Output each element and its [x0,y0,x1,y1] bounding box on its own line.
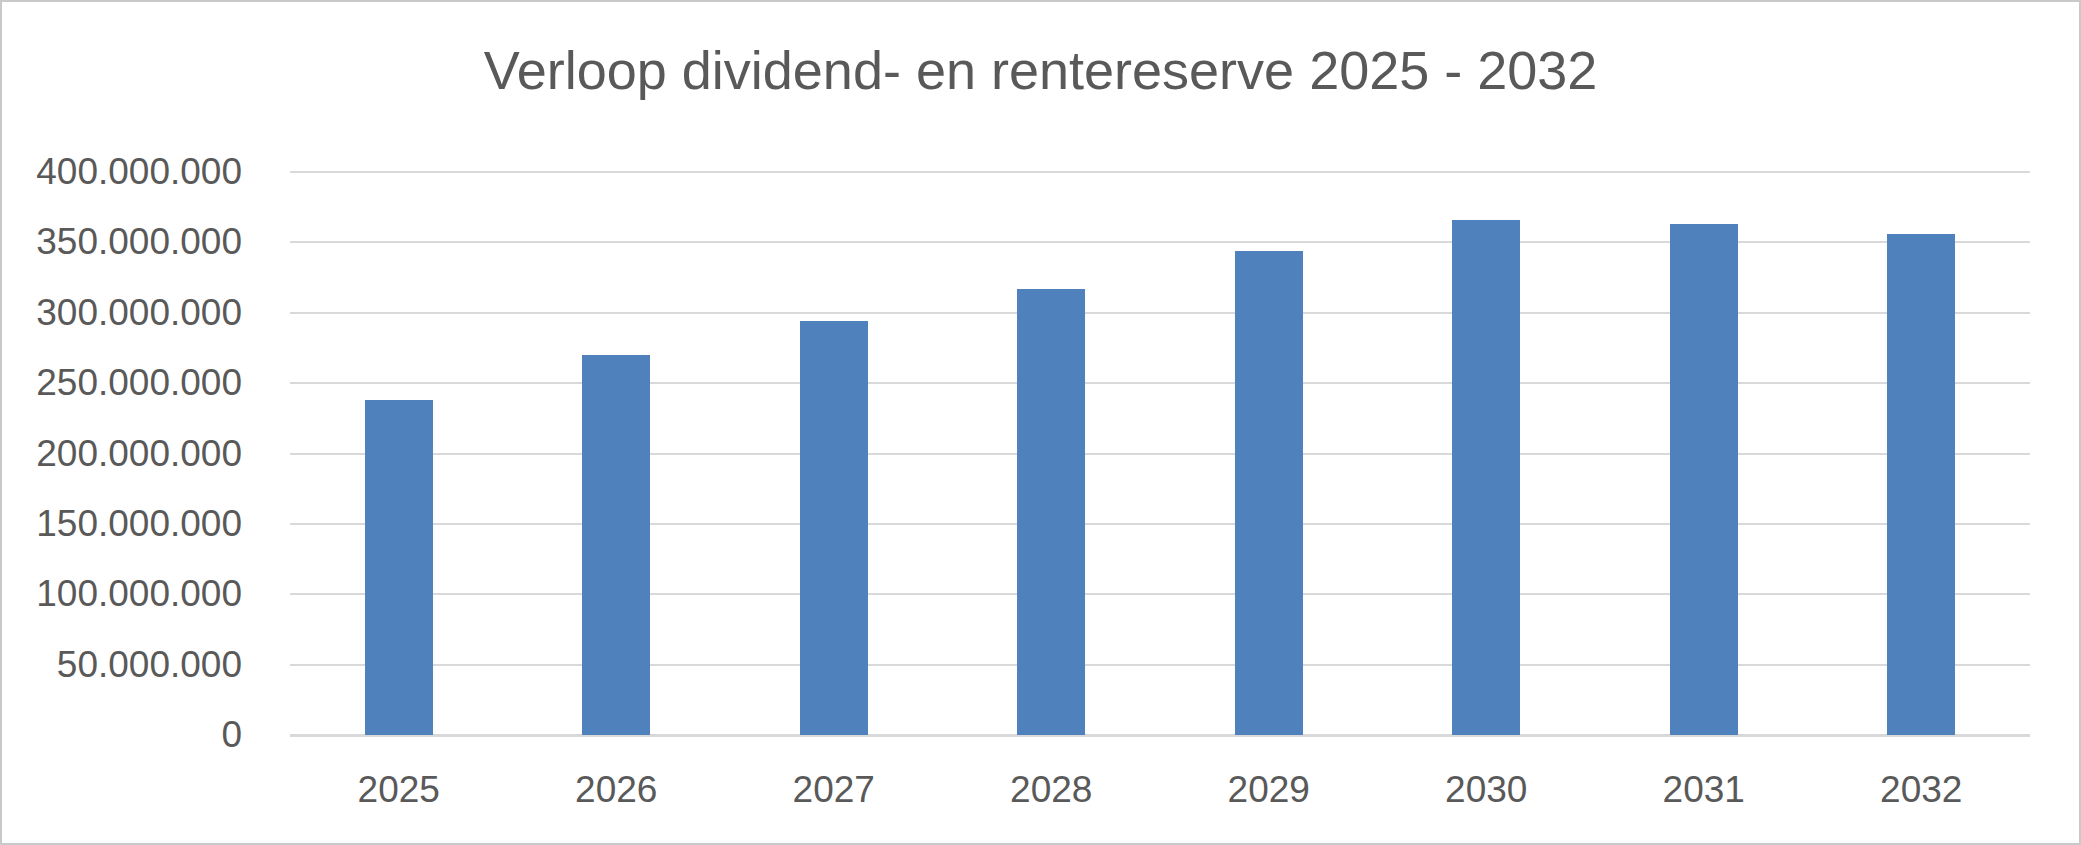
bar-2027 [800,321,868,735]
x-axis-baseline [290,734,2030,737]
x-tick-label: 2026 [508,770,726,810]
gridline [290,241,2030,243]
bar-2026 [582,355,650,735]
y-tick-label: 350.000.000 [2,221,242,263]
y-tick-label: 200.000.000 [2,433,242,475]
bar-2025 [365,400,433,735]
x-axis: 20252026202720282029203020312032 [290,770,2030,820]
x-tick-label: 2025 [290,770,508,810]
gridline [290,523,2030,525]
bar-chart-canvas: Verloop dividend- en rentereserve 2025 -… [0,0,2081,845]
bar-2028 [1017,289,1085,735]
plot-area [290,172,2030,735]
y-axis: 400.000.000 350.000.000 300.000.000 250.000… [2,2,242,845]
x-tick-label: 2031 [1595,770,1813,810]
y-tick-label: 250.000.000 [2,362,242,404]
y-tick-label: 0 [2,714,242,756]
gridline [290,453,2030,455]
x-tick-label: 2032 [1813,770,2031,810]
y-tick-label: 150.000.000 [2,503,242,545]
y-tick-label: 300.000.000 [2,292,242,334]
gridline [290,593,2030,595]
bar-2029 [1235,251,1303,735]
gridline [290,664,2030,666]
x-tick-label: 2028 [943,770,1161,810]
y-tick-label: 400.000.000 [2,151,242,193]
bar-2030 [1452,220,1520,735]
bar-2031 [1670,224,1738,735]
x-tick-label: 2030 [1378,770,1596,810]
y-tick-label: 50.000.000 [2,644,242,686]
gridline [290,312,2030,314]
y-tick-label: 100.000.000 [2,573,242,615]
gridline [290,171,2030,173]
x-tick-label: 2029 [1160,770,1378,810]
bar-2032 [1887,234,1955,735]
gridline [290,382,2030,384]
x-tick-label: 2027 [725,770,943,810]
chart-title: Verloop dividend- en rentereserve 2025 -… [2,38,2079,103]
